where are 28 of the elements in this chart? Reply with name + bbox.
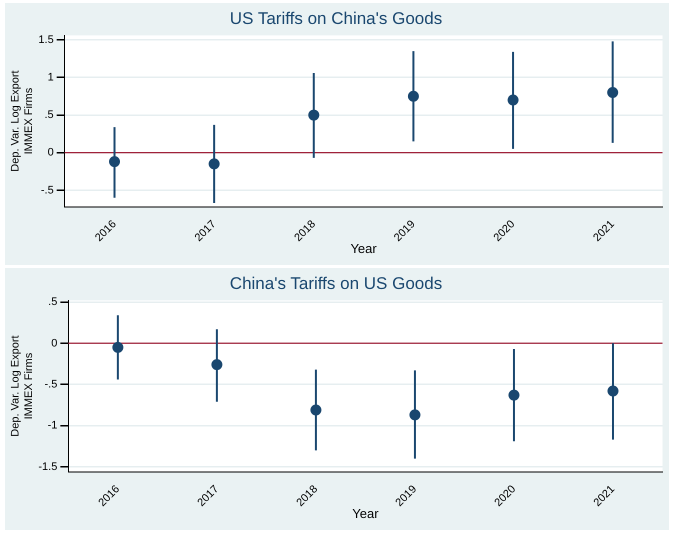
x-axis-title: Year [350, 240, 378, 256]
point [211, 359, 222, 370]
x-axis-title: Year [352, 506, 380, 521]
y-axis-title: Dep. Var. Log Export IMMEX Firms [10, 70, 35, 172]
point [508, 390, 520, 401]
y-tick-label: -.5 [44, 378, 58, 390]
point [408, 90, 419, 102]
chart-title: China's Tariffs on US Goods [230, 274, 442, 293]
point [310, 404, 322, 416]
point [409, 409, 420, 420]
point [208, 158, 220, 170]
y-tick-label: 0 [51, 337, 58, 350]
point [607, 87, 618, 98]
chart-title: US Tariffs on China's Goods [230, 8, 442, 28]
y-tick-label: 1.5 [38, 34, 54, 46]
y-tick-label: -1.5 [38, 460, 58, 473]
y-tick-label: 1 [48, 72, 54, 84]
y-tick-label: .5 [48, 296, 58, 308]
y-tick-label: 0 [48, 146, 54, 159]
y-tick-label: -1 [48, 420, 58, 432]
point [607, 386, 618, 397]
point [308, 110, 320, 121]
point [508, 94, 519, 106]
y-tick-label: -.5 [40, 184, 54, 196]
point [112, 342, 124, 353]
y-axis-title: Dep. Var. Log Export IMMEX Firms [10, 335, 35, 437]
point [109, 156, 120, 168]
y-tick-label: .5 [44, 109, 54, 122]
